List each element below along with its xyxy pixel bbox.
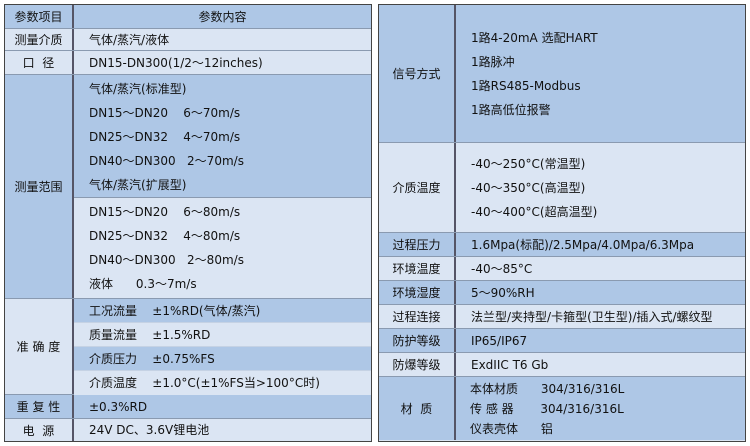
- row-label: 信号方式: [379, 5, 456, 142]
- row-label: 环境湿度: [379, 281, 456, 304]
- range-line: DN15～DN20 6～80m/s: [89, 205, 241, 219]
- row-value: IP65/IP67: [471, 333, 528, 348]
- row-label: 防爆等级: [379, 353, 456, 376]
- signal-line: 1路RS485-Modbus: [471, 78, 581, 93]
- accuracy-line: 介质压力 ±0.75%FS: [74, 347, 371, 371]
- row-material: 材 质 本体材质 304/316/316L 传 感 器 304/316/316L…: [379, 377, 745, 440]
- row-label: 口 径: [5, 51, 74, 74]
- row-repeatability: 重 复 性 ±0.3%RD: [5, 395, 371, 419]
- range-line: 气体/蒸汽(扩展型): [89, 178, 187, 192]
- row-medium: 测量介质 气体/蒸汽/液体: [5, 29, 371, 51]
- row-value: 24V DC、3.6V锂电池: [89, 423, 210, 437]
- range-line: DN25～DN32 4～80m/s: [89, 229, 241, 243]
- row-power: 电 源 24V DC、3.6V锂电池: [5, 419, 371, 441]
- accuracy-line: 介质温度 ±1.0°C(±1%FS当>100°C时): [74, 371, 371, 395]
- row-label: 过程连接: [379, 305, 456, 328]
- row-env-humidity: 环境湿度 5～90%RH: [379, 281, 745, 305]
- row-explosion: 防爆等级 ExdIIC T6 Gb: [379, 353, 745, 377]
- signal-line: 1路脉冲: [471, 54, 515, 69]
- row-label: 过程压力: [379, 233, 456, 256]
- row-label: 重 复 性: [5, 395, 74, 418]
- row-value: DN15-DN300(1/2～12inches): [89, 55, 263, 70]
- row-value: 气体/蒸汽/液体: [89, 32, 170, 47]
- row-range: 测量范围 气体/蒸汽(标准型) DN15～DN20 6～70m/s DN25～D…: [5, 75, 371, 299]
- row-signal: 信号方式 1路4-20mA 选配HART 1路脉冲 1路RS485-Modbus…: [379, 5, 745, 143]
- row-label: 测量介质: [5, 29, 74, 50]
- row-value: 1.6Mpa(标配)/2.5Mpa/4.0Mpa/6.3Mpa: [471, 237, 695, 252]
- row-label: 防护等级: [379, 329, 456, 352]
- row-medium-temp: 介质温度 -40～250°C(常温型) -40～350°C(高温型) -40～4…: [379, 143, 745, 233]
- temp-line: -40～350°C(高温型): [471, 180, 586, 195]
- accuracy-line: 质量流量 ±1.5%RD: [74, 323, 371, 347]
- row-label: 准 确 度: [5, 299, 74, 394]
- range-line: DN40～DN300 2～70m/s: [89, 154, 244, 168]
- row-label: 电 源: [5, 419, 74, 441]
- row-value: 法兰型/夹持型/卡箍型(卫生型)/插入式/螺纹型: [471, 309, 713, 324]
- row-value: 5～90%RH: [471, 285, 535, 300]
- row-value: -40～85°C: [471, 261, 533, 276]
- row-env-temp: 环境温度 -40～85°C: [379, 257, 745, 281]
- range-line: DN15～DN20 6～70m/s: [89, 106, 241, 120]
- spec-table-right: 信号方式 1路4-20mA 选配HART 1路脉冲 1路RS485-Modbus…: [378, 4, 746, 442]
- row-label: 环境温度: [379, 257, 456, 280]
- material-line: 本体材质 304/316/316L: [470, 381, 625, 396]
- row-accuracy: 准 确 度 工况流量 ±1%RD(气体/蒸汽) 质量流量 ±1.5%RD 介质压…: [5, 299, 371, 395]
- range-line: DN40～DN300 2～80m/s: [89, 253, 244, 267]
- material-line: 传 感 器 304/316/316L: [470, 401, 624, 416]
- header-value: 参数内容: [198, 9, 247, 24]
- header-label: 参数项目: [5, 5, 74, 28]
- signal-line: 1路高低位报警: [471, 102, 551, 117]
- row-label: 测量范围: [5, 75, 74, 298]
- row-pressure: 过程压力 1.6Mpa(标配)/2.5Mpa/4.0Mpa/6.3Mpa: [379, 233, 745, 257]
- header-row: 参数项目 参数内容: [5, 5, 371, 29]
- row-protection: 防护等级 IP65/IP67: [379, 329, 745, 353]
- row-value: ExdIIC T6 Gb: [471, 357, 549, 372]
- range-line: 气体/蒸汽(标准型): [89, 82, 187, 96]
- row-diameter: 口 径 DN15-DN300(1/2～12inches): [5, 51, 371, 75]
- spec-table-left: 参数项目 参数内容 测量介质 气体/蒸汽/液体 口 径 DN15-DN300(1…: [4, 4, 372, 442]
- signal-line: 1路4-20mA 选配HART: [471, 30, 598, 45]
- range-line: DN25～DN32 4～70m/s: [89, 130, 241, 144]
- range-line: 液体 0.3～7m/s: [89, 277, 197, 291]
- material-line: 仪表壳体 铝: [470, 421, 553, 436]
- row-label: 介质温度: [379, 143, 456, 232]
- temp-line: -40～400°C(超高温型): [471, 204, 598, 219]
- row-value: ±0.3%RD: [89, 399, 148, 414]
- accuracy-line: 工况流量 ±1%RD(气体/蒸汽): [74, 299, 371, 323]
- temp-line: -40～250°C(常温型): [471, 156, 586, 171]
- row-connection: 过程连接 法兰型/夹持型/卡箍型(卫生型)/插入式/螺纹型: [379, 305, 745, 329]
- row-label: 材 质: [379, 377, 456, 440]
